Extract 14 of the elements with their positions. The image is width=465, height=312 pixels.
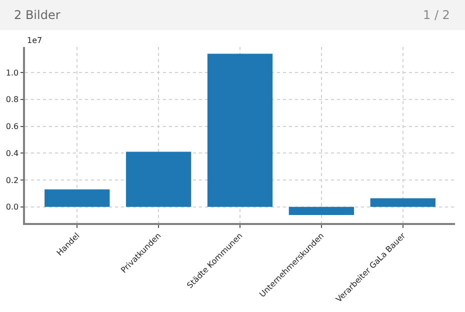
bar xyxy=(370,198,436,207)
bar xyxy=(288,206,354,215)
y-tick-label: 0.0 xyxy=(6,202,19,212)
bar xyxy=(126,152,192,207)
text: 2 Bilder xyxy=(14,8,60,22)
y-tick-label: 0.8 xyxy=(6,95,19,104)
y-tick-label: 0.6 xyxy=(6,122,19,132)
bar xyxy=(44,189,110,207)
y-tick-label: 1.0 xyxy=(6,68,19,78)
y-tick-label: 0.2 xyxy=(6,176,19,185)
y-tick-label: 0.4 xyxy=(6,148,19,158)
text: 1 / 2 xyxy=(423,8,450,22)
text: 1e7 xyxy=(27,36,42,45)
bar xyxy=(207,54,273,207)
